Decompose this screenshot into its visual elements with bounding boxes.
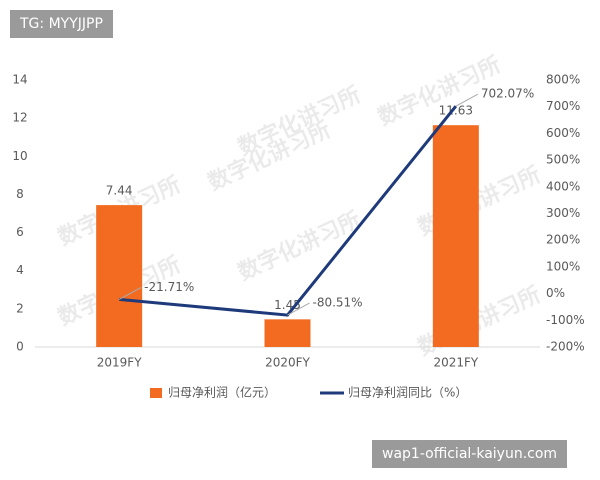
y2-tick-label: 400% (546, 179, 580, 193)
y2-tick-label: 0% (546, 286, 565, 300)
data-label: 11.63 (439, 104, 473, 118)
data-label: -21.71% (144, 280, 194, 294)
label-leader (455, 93, 479, 107)
chart: 数字化讲习所数字化讲习所数字化讲习所数字化讲习所数字化讲习所数字化讲习所数字化讲… (12, 52, 585, 400)
y2-tick-label: -100% (546, 313, 585, 327)
bar (96, 205, 143, 347)
y2-tick-label: 300% (546, 206, 580, 220)
data-label: 7.44 (106, 184, 133, 198)
y2-tick-label: 600% (546, 126, 580, 140)
legend-swatch (150, 388, 162, 398)
y-tick-label: 6 (16, 225, 24, 239)
watermark: 数字化讲习所 (234, 207, 365, 286)
y2-tick-label: 500% (546, 153, 580, 167)
label-leader (287, 302, 310, 316)
x-tick-label: 2020FY (265, 356, 310, 370)
y-tick-label: 2 (16, 301, 24, 315)
y2-tick-label: 700% (546, 99, 580, 113)
y2-tick-label: 100% (546, 259, 580, 273)
footer-link: wap1-official-kaiyun.com (372, 440, 568, 468)
y2-tick-label: 800% (546, 73, 580, 87)
bar (264, 319, 311, 347)
legend-label: 归母净利润同比（%） (348, 386, 467, 400)
legend-label: 归母净利润（亿元） (168, 385, 276, 400)
y-tick-label: 0 (16, 340, 24, 354)
y-tick-label: 10 (12, 149, 27, 163)
label-leader (118, 286, 142, 300)
bar (432, 125, 479, 348)
y2-tick-label: 200% (546, 233, 580, 247)
y-tick-label: 12 (12, 111, 27, 125)
x-tick-label: 2021FY (433, 356, 478, 370)
data-label: 702.07% (481, 87, 534, 101)
y-tick-label: 8 (16, 187, 24, 201)
y2-tick-label: -200% (546, 340, 585, 354)
x-tick-label: 2019FY (97, 356, 142, 370)
y-tick-label: 14 (12, 73, 27, 87)
y-tick-label: 4 (16, 263, 24, 277)
tag: TG: MYYJJPP (10, 10, 113, 38)
data-label: -80.51% (313, 296, 363, 310)
